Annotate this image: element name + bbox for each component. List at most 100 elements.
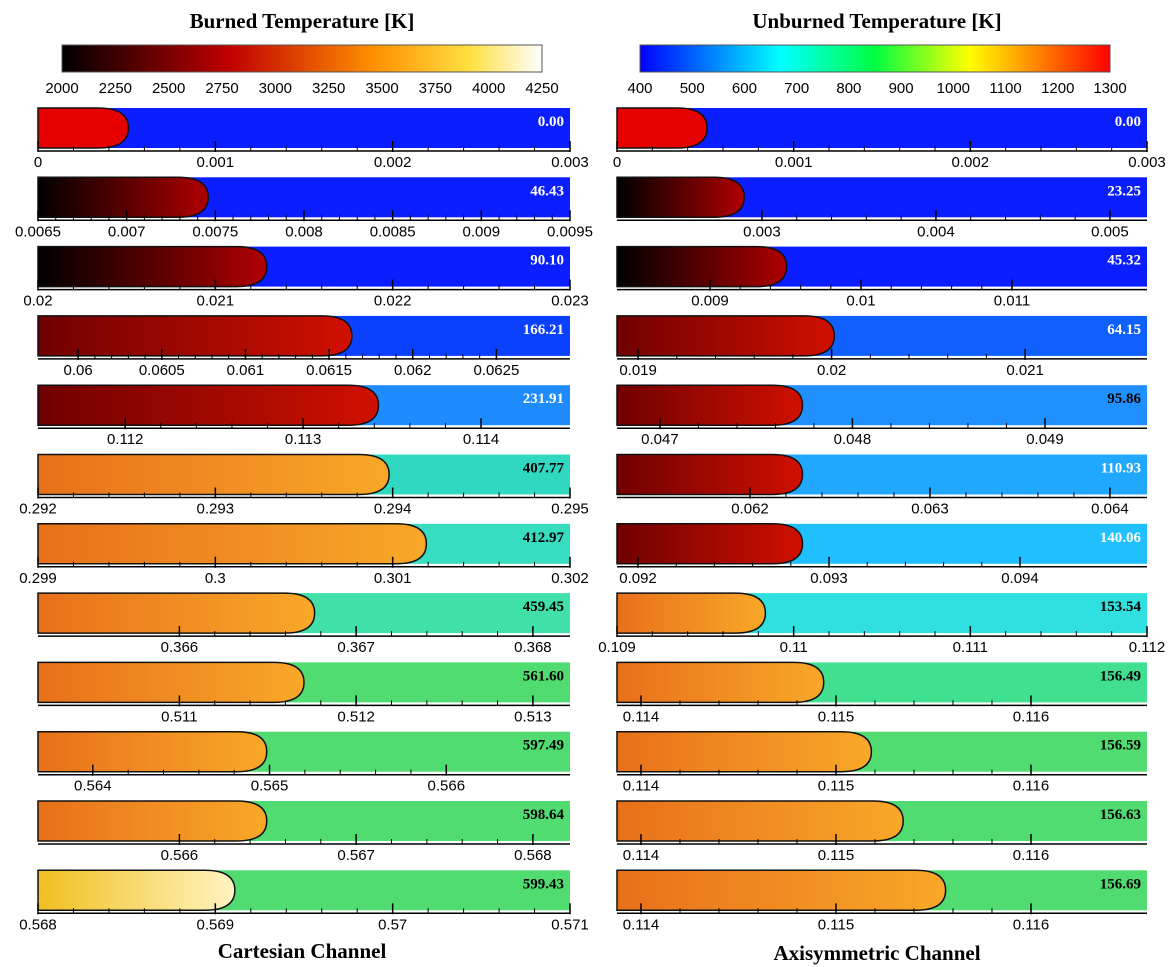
x-tick-label: 0 xyxy=(613,154,621,171)
time-label: 23.25 xyxy=(1107,183,1141,199)
x-tick-label: 0.368 xyxy=(514,639,552,656)
time-label: 407.77 xyxy=(523,461,565,477)
x-tick-label: 0.293 xyxy=(197,501,235,518)
colorbar-tick-label: 1300 xyxy=(1093,80,1126,97)
x-tick-label: 0.004 xyxy=(917,223,955,240)
x-tick-label: 0.048 xyxy=(834,431,872,448)
x-tick-label: 0.009 xyxy=(691,293,729,310)
caption: Cartesian Channel xyxy=(218,939,387,963)
time-label: 412.97 xyxy=(523,530,565,546)
x-tick-label: 0.005 xyxy=(1091,223,1129,240)
x-tick-label: 0.0615 xyxy=(306,362,352,379)
time-label: 64.15 xyxy=(1107,322,1141,338)
time-label: 156.59 xyxy=(1100,738,1141,754)
x-tick-label: 0.021 xyxy=(1006,362,1044,379)
burned-region xyxy=(617,662,824,702)
colorbar xyxy=(62,45,542,72)
x-tick-label: 0.571 xyxy=(551,916,589,933)
x-tick-label: 0.0065 xyxy=(15,223,61,240)
x-tick-label: 0.06 xyxy=(64,362,93,379)
x-tick-label: 0.115 xyxy=(818,916,854,933)
x-tick-label: 0.113 xyxy=(285,431,321,448)
x-tick-label: 0.295 xyxy=(551,501,589,518)
time-label: 90.10 xyxy=(530,253,564,269)
colorbar-tick-label: 2500 xyxy=(152,80,185,97)
burned-region xyxy=(38,801,267,841)
x-tick-label: 0.512 xyxy=(337,708,375,725)
colorbar-tick-label: 600 xyxy=(732,80,757,97)
x-tick-label: 0.116 xyxy=(1013,847,1049,864)
colorbar-tick-label: 2250 xyxy=(99,80,132,97)
caption: Axisymmetric Channel xyxy=(773,941,980,965)
x-tick-label: 0.112 xyxy=(107,431,143,448)
x-tick-label: 0.0095 xyxy=(547,223,593,240)
x-tick-label: 0.566 xyxy=(428,778,466,795)
burned-region xyxy=(38,593,315,633)
time-label: 95.86 xyxy=(1107,391,1141,407)
x-tick-label: 0.112 xyxy=(1129,639,1165,656)
x-tick-label: 0.115 xyxy=(818,847,854,864)
x-tick-label: 0.008 xyxy=(285,223,323,240)
x-tick-label: 0.062 xyxy=(731,501,769,518)
burned-region xyxy=(617,593,765,633)
x-tick-label: 0.003 xyxy=(551,154,589,171)
x-tick-label: 0.02 xyxy=(817,362,846,379)
x-tick-label: 0.292 xyxy=(19,501,57,518)
time-label: 166.21 xyxy=(523,322,564,338)
time-label: 597.49 xyxy=(523,738,564,754)
colorbar-tick-label: 900 xyxy=(889,80,914,97)
x-tick-label: 0.568 xyxy=(514,847,552,864)
time-label: 231.91 xyxy=(523,391,564,407)
x-tick-label: 0.019 xyxy=(619,362,657,379)
burned-region xyxy=(617,732,871,772)
x-tick-label: 0.064 xyxy=(1091,501,1129,518)
time-label: 561.60 xyxy=(523,668,564,684)
time-label: 599.43 xyxy=(523,876,564,892)
burned-region xyxy=(38,455,389,495)
burned-region xyxy=(38,247,267,287)
x-tick-label: 0.062 xyxy=(394,362,432,379)
colorbar-tick-label: 3000 xyxy=(259,80,292,97)
x-tick-label: 0.116 xyxy=(1013,708,1049,725)
x-tick-label: 0.01 xyxy=(846,293,875,310)
x-tick-label: 0.366 xyxy=(161,639,199,656)
burned-region xyxy=(617,177,744,217)
x-tick-label: 0.568 xyxy=(19,916,57,933)
x-tick-label: 0.109 xyxy=(598,639,636,656)
x-tick-label: 0.003 xyxy=(1128,154,1166,171)
x-tick-label: 0.007 xyxy=(108,223,146,240)
time-label: 153.54 xyxy=(1100,599,1142,615)
burned-region xyxy=(38,732,267,772)
x-tick-label: 0.114 xyxy=(623,916,659,933)
x-tick-label: 0.513 xyxy=(514,708,552,725)
x-tick-label: 0.0605 xyxy=(139,362,185,379)
x-tick-label: 0.094 xyxy=(1001,570,1039,587)
x-tick-label: 0.565 xyxy=(251,778,289,795)
colorbar-tick-label: 400 xyxy=(627,80,652,97)
x-tick-label: 0.566 xyxy=(161,847,199,864)
burned-region xyxy=(617,801,903,841)
burned-region xyxy=(38,316,352,356)
colorbar-tick-label: 2750 xyxy=(205,80,238,97)
time-label: 45.32 xyxy=(1107,253,1141,269)
x-tick-label: 0.57 xyxy=(378,916,407,933)
burned-region xyxy=(617,316,834,356)
burned-region xyxy=(617,524,803,564)
x-tick-label: 0 xyxy=(34,154,42,171)
colorbar-tick-label: 3750 xyxy=(419,80,452,97)
colorbar-title: Unburned Temperature [K] xyxy=(752,9,1001,33)
x-tick-label: 0.564 xyxy=(74,778,112,795)
time-label: 0.00 xyxy=(1115,114,1141,130)
x-tick-label: 0.114 xyxy=(623,778,659,795)
time-label: 0.00 xyxy=(538,114,564,130)
burned-region xyxy=(38,524,426,564)
burned-region xyxy=(38,108,128,148)
x-tick-label: 0.111 xyxy=(953,639,988,656)
x-tick-label: 0.0085 xyxy=(370,223,416,240)
colorbar xyxy=(640,45,1110,72)
x-tick-label: 0.021 xyxy=(197,293,235,310)
x-tick-label: 0.011 xyxy=(994,293,1030,310)
x-tick-label: 0.302 xyxy=(551,570,589,587)
x-tick-label: 0.0625 xyxy=(473,362,519,379)
time-label: 459.45 xyxy=(523,599,564,615)
